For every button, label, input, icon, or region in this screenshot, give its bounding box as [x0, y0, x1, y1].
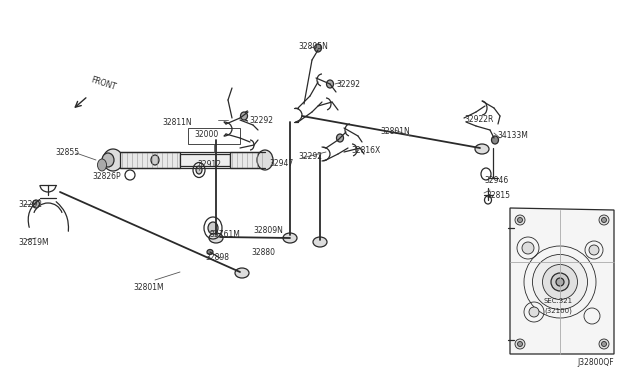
Text: 32898: 32898: [205, 253, 229, 262]
Text: 32816X: 32816X: [351, 146, 380, 155]
Text: FRONT: FRONT: [90, 76, 118, 92]
Polygon shape: [510, 208, 614, 354]
Text: 32292: 32292: [336, 80, 360, 89]
Text: 32819M: 32819M: [18, 238, 49, 247]
Ellipse shape: [515, 339, 525, 349]
Ellipse shape: [551, 273, 569, 291]
Ellipse shape: [599, 339, 609, 349]
Ellipse shape: [602, 218, 607, 222]
Ellipse shape: [337, 134, 344, 142]
Text: 32815: 32815: [486, 191, 510, 200]
Ellipse shape: [33, 200, 40, 208]
Ellipse shape: [515, 215, 525, 225]
Ellipse shape: [209, 233, 223, 243]
Text: (32100): (32100): [544, 308, 572, 314]
Text: 32000: 32000: [194, 130, 218, 139]
Text: 32805N: 32805N: [298, 42, 328, 51]
Ellipse shape: [543, 264, 577, 299]
Text: 32292: 32292: [298, 152, 322, 161]
Polygon shape: [180, 154, 230, 166]
Text: 32292: 32292: [249, 116, 273, 125]
Ellipse shape: [529, 307, 539, 317]
Ellipse shape: [257, 150, 273, 170]
Text: 32912: 32912: [197, 160, 221, 169]
Text: 32801M: 32801M: [133, 283, 164, 292]
Ellipse shape: [518, 218, 522, 222]
Ellipse shape: [518, 341, 522, 346]
Ellipse shape: [532, 254, 588, 310]
Ellipse shape: [492, 136, 499, 144]
Text: 32292: 32292: [18, 200, 42, 209]
Text: 33761M: 33761M: [209, 230, 240, 239]
Ellipse shape: [241, 112, 248, 120]
Ellipse shape: [602, 341, 607, 346]
Ellipse shape: [208, 222, 218, 234]
Text: 34133M: 34133M: [497, 131, 528, 140]
Ellipse shape: [283, 233, 297, 243]
Text: 32811N: 32811N: [163, 118, 192, 127]
Text: 32946: 32946: [484, 176, 508, 185]
Text: 32922R: 32922R: [464, 115, 493, 124]
Ellipse shape: [556, 278, 564, 286]
Ellipse shape: [102, 153, 114, 167]
Ellipse shape: [207, 250, 213, 254]
Polygon shape: [230, 152, 265, 168]
Ellipse shape: [97, 159, 106, 171]
Ellipse shape: [196, 166, 202, 174]
Ellipse shape: [103, 149, 123, 171]
Ellipse shape: [151, 155, 159, 165]
Ellipse shape: [314, 44, 321, 52]
Text: 32801N: 32801N: [380, 127, 410, 136]
Text: 32880: 32880: [251, 248, 275, 257]
Ellipse shape: [475, 144, 489, 154]
Ellipse shape: [522, 242, 534, 254]
Text: 32947: 32947: [269, 159, 294, 168]
Text: 32809N: 32809N: [253, 226, 283, 235]
Text: 32855: 32855: [55, 148, 79, 157]
Ellipse shape: [589, 245, 599, 255]
Text: J32800QF: J32800QF: [577, 358, 614, 367]
Text: 32826P: 32826P: [92, 172, 120, 181]
Ellipse shape: [235, 268, 249, 278]
Ellipse shape: [313, 237, 327, 247]
Ellipse shape: [599, 215, 609, 225]
Polygon shape: [120, 152, 180, 168]
Ellipse shape: [326, 80, 333, 88]
Text: SEC.321: SEC.321: [543, 298, 573, 304]
